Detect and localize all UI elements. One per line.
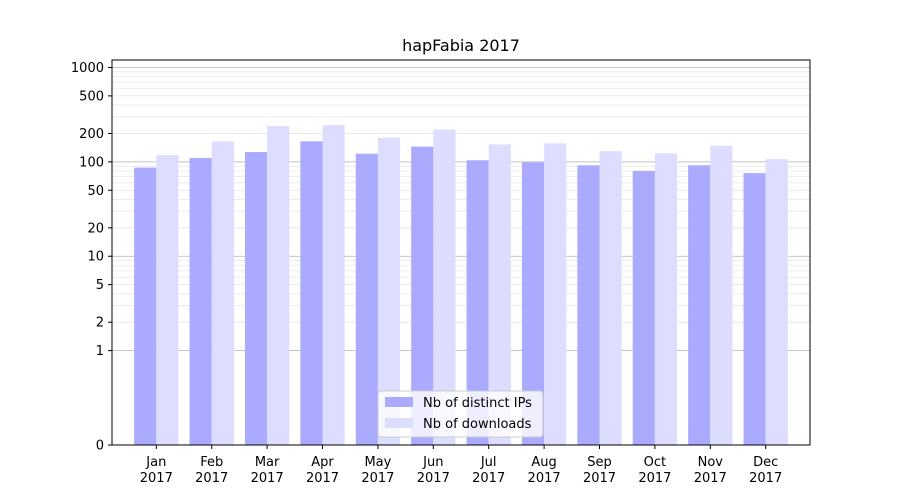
- bar-downloads: [654, 153, 678, 445]
- y-tick-label: 100: [79, 155, 104, 170]
- legend-swatch-distinct-ips: [385, 397, 413, 407]
- y-tick-label: 10: [87, 250, 104, 265]
- bar-distinct-ips: [743, 173, 766, 446]
- legend-swatch-downloads: [385, 418, 413, 428]
- bar-distinct-ips: [577, 165, 600, 445]
- x-tick-label: Dec 2017: [749, 455, 782, 486]
- chart-title: hapFabia 2017: [402, 36, 520, 55]
- y-tick-label: 200: [79, 127, 104, 142]
- x-tick-label: Aug 2017: [528, 455, 561, 486]
- y-tick-label: 20: [87, 221, 104, 236]
- bar-distinct-ips: [411, 146, 434, 445]
- bar-distinct-ips: [466, 160, 489, 445]
- bar-distinct-ips: [632, 171, 655, 446]
- bar-downloads: [267, 125, 290, 445]
- legend-label-downloads: Nb of downloads: [423, 417, 532, 432]
- x-tick-label: Oct 2017: [638, 455, 671, 486]
- bar-distinct-ips: [189, 157, 212, 445]
- x-axis: Jan 2017 Feb 2017 Mar 2017 Apr 2017 May 2017 Jun 20…: [140, 445, 782, 486]
- legend: Nb of distinct IPs Nb of downloads: [377, 390, 544, 438]
- x-tick-label: Jul 2017: [472, 455, 505, 486]
- bar-downloads: [488, 144, 511, 445]
- bar-distinct-ips: [355, 153, 378, 445]
- bar-downloads: [156, 155, 179, 445]
- bar-distinct-ips: [521, 162, 545, 445]
- legend-label-distinct-ips: Nb of distinct IPs: [423, 396, 532, 411]
- x-tick-label: Jan 2017: [140, 455, 173, 486]
- bars: [134, 125, 788, 446]
- bar-distinct-ips: [300, 141, 323, 446]
- x-tick-label: Jun 2017: [417, 455, 450, 486]
- y-tick-label: 500: [79, 89, 104, 104]
- x-tick-label: Apr 2017: [306, 455, 339, 486]
- y-tick-label: 1: [96, 344, 104, 359]
- y-tick-label: 2: [96, 316, 104, 331]
- bar-downloads: [710, 145, 733, 446]
- x-tick-label: Nov 2017: [694, 455, 727, 486]
- x-tick-label: May 2017: [361, 455, 394, 486]
- x-tick-label: Sep 2017: [583, 455, 616, 486]
- bar-downloads: [544, 143, 567, 445]
- bar-downloads: [433, 129, 456, 446]
- x-tick-label: Mar 2017: [251, 455, 284, 486]
- y-tick-label: 50: [87, 184, 104, 199]
- y-tick-label: 0: [96, 439, 104, 454]
- bar-downloads: [377, 137, 401, 445]
- legend-box: [377, 390, 544, 438]
- bar-distinct-ips: [134, 167, 157, 445]
- y-axis: 0 1 2 5 10 20 50 100 200 500 1000: [71, 61, 112, 454]
- y-tick-label: 5: [96, 278, 104, 293]
- x-tick-label: Feb 2017: [195, 455, 228, 486]
- bar-downloads: [765, 159, 788, 445]
- bar-downloads: [322, 125, 345, 446]
- bar-distinct-ips: [244, 152, 268, 445]
- bar-distinct-ips: [688, 165, 711, 445]
- plot-frame: [111, 59, 811, 446]
- bar-downloads: [599, 151, 622, 446]
- bar-downloads: [211, 141, 234, 446]
- y-tick-label: 1000: [71, 61, 104, 76]
